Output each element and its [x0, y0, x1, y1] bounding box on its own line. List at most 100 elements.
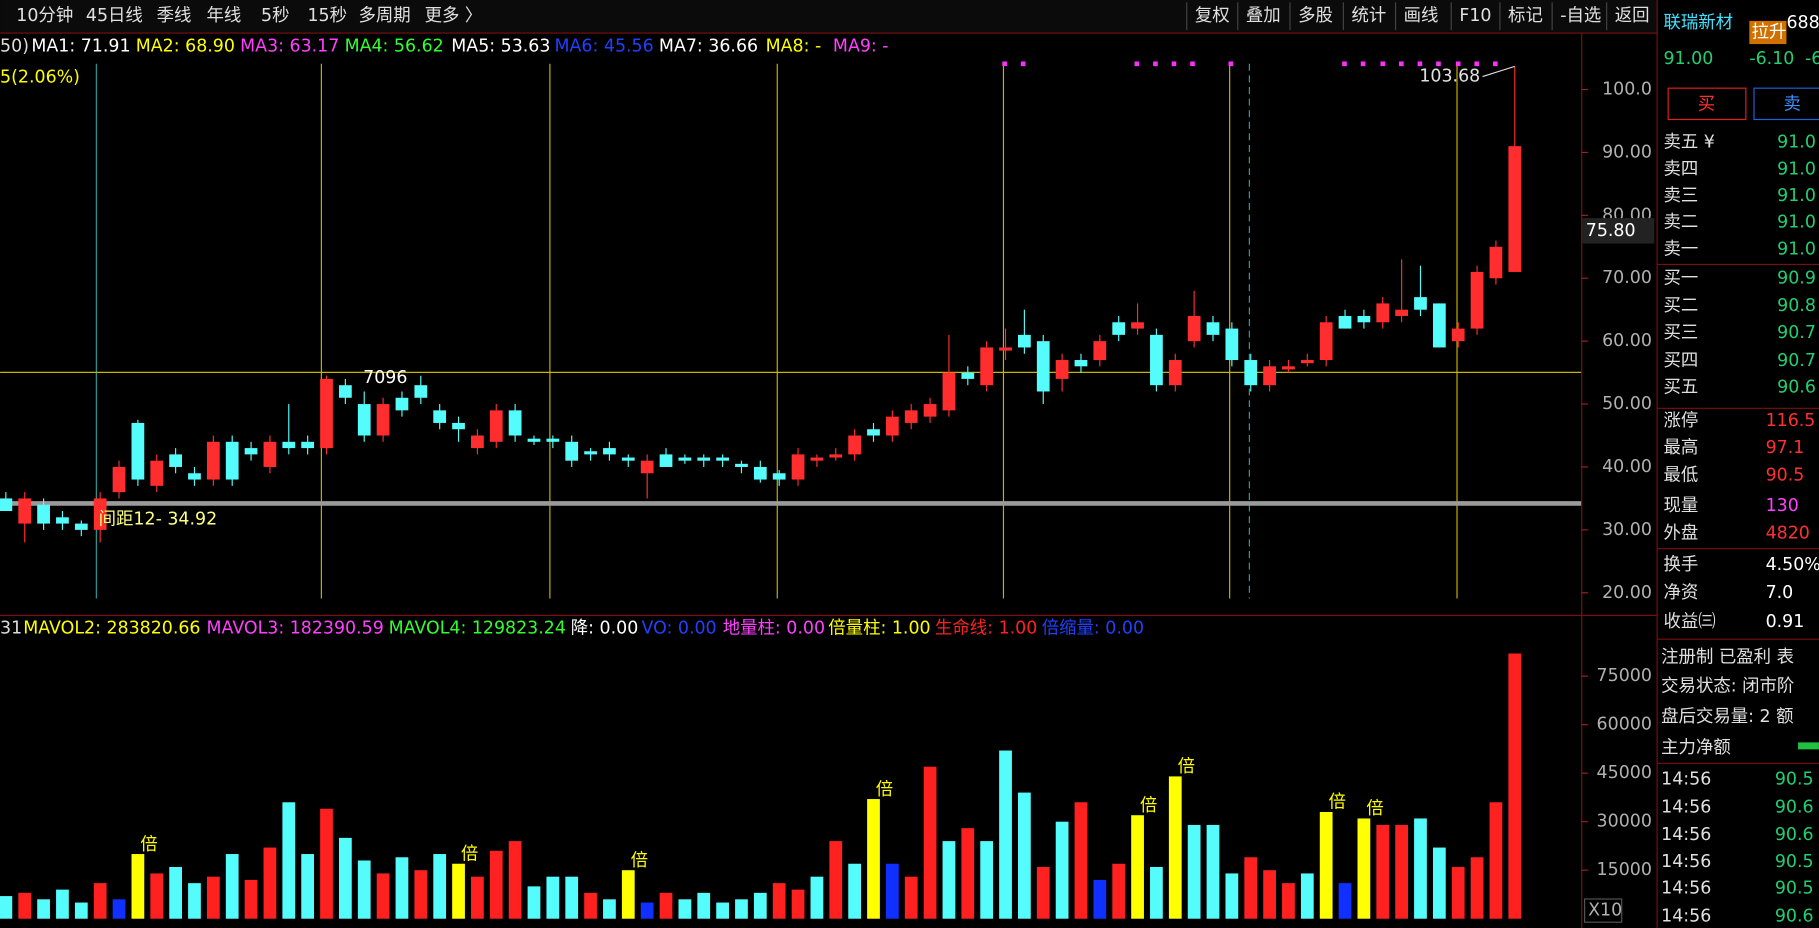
info-line: 交易状态: 闭市阶 [1661, 677, 1794, 697]
volume-bar [923, 766, 937, 919]
candle-body [1376, 303, 1390, 323]
volume-bar [489, 850, 503, 919]
candle-body [1036, 341, 1050, 392]
tick-time: 14:56 [1661, 879, 1711, 899]
volume-bar [282, 802, 296, 919]
volume-bar [1300, 873, 1314, 919]
candle-body [1263, 366, 1276, 386]
candle-body [829, 454, 843, 458]
volume-bar [1131, 815, 1144, 919]
y-tick-label: 50.00 [1602, 394, 1652, 414]
toolbar-button[interactable]: 画线 [1404, 6, 1439, 26]
book-price: 90.6 [1777, 377, 1816, 397]
stat-label: 现量 [1664, 496, 1699, 516]
candle-body [489, 410, 503, 442]
volume-bar [471, 876, 484, 919]
volume-bar [56, 889, 69, 919]
volume-bar [18, 892, 32, 919]
stock-code: 688 [1786, 13, 1819, 33]
volume-bar [1282, 883, 1295, 919]
volume-bar [961, 828, 975, 919]
candle-body [923, 404, 937, 417]
ma-legend: MA1: 71.91 [31, 36, 130, 56]
volume-bar [188, 883, 201, 919]
cursor-price: 75.80 [1586, 221, 1636, 241]
sell-button[interactable] [1753, 87, 1819, 121]
info-line: 盘后交易量: 2 额 [1661, 707, 1793, 727]
toolbar-item[interactable]: 季线 [157, 6, 192, 26]
toolbar-item[interactable]: 5秒 [261, 6, 289, 26]
volume-bar [527, 886, 541, 919]
toolbar-button[interactable]: 复权 [1195, 6, 1230, 26]
y-tick-label: 100.0 [1602, 80, 1652, 100]
toolbar-button[interactable]: F10 [1459, 6, 1491, 26]
candle-body [0, 498, 13, 512]
volume-bar [452, 863, 465, 919]
volume-bar [640, 902, 654, 919]
toolbar-button[interactable]: 标记 [1508, 6, 1543, 26]
book-price: 91.0 [1777, 239, 1816, 259]
candle-body [1414, 297, 1427, 310]
toolbar-button[interactable]: -自选 [1560, 6, 1601, 26]
buy-button[interactable] [1667, 87, 1747, 121]
flow-bar [1798, 742, 1819, 750]
ma-legend: MA4: 56.62 [345, 36, 444, 56]
candle-body [452, 422, 465, 430]
candle-body [1489, 246, 1503, 279]
volume-bar [414, 870, 428, 919]
y-tick-label: 60000 [1597, 715, 1652, 735]
book-label: 买五 [1664, 377, 1699, 397]
toolbar-item[interactable]: 更多 〉 [425, 6, 483, 26]
volume-bar [131, 854, 145, 919]
volume-bar [885, 863, 899, 919]
candle-body [1470, 271, 1484, 329]
volume-bar [150, 873, 164, 919]
toolbar-item[interactable]: 10分钟 [16, 6, 73, 26]
stock-tag: 拉升 [1752, 22, 1787, 42]
candle-body [1225, 328, 1239, 361]
volume-bar [791, 889, 805, 919]
toolbar-button[interactable]: 叠加 [1246, 6, 1281, 26]
book-label: 买一 [1664, 268, 1699, 288]
tick-price: 90.5 [1775, 770, 1814, 790]
volume-bar [772, 883, 786, 919]
candle-body [433, 410, 447, 423]
candle-body [621, 457, 635, 461]
tick-time: 14:56 [1661, 770, 1711, 790]
candle-body [320, 378, 333, 449]
volume-bar [225, 854, 239, 919]
toolbar-button[interactable]: 返回 [1615, 6, 1650, 26]
book-label: 卖四 [1664, 159, 1699, 179]
vol-legend: VO: 0.00 [642, 619, 717, 639]
sell-label[interactable]: 卖 [1784, 94, 1801, 114]
toolbar-button[interactable]: 统计 [1351, 6, 1386, 26]
candle-body [1093, 341, 1107, 361]
buy-label[interactable]: 买 [1698, 94, 1715, 114]
tick-time: 14:56 [1661, 797, 1711, 817]
scale-label: X10 [1588, 901, 1622, 921]
scale-box [1584, 898, 1623, 923]
ma-legend: MA5: 53.63 [451, 36, 550, 56]
volume-marker: 倍 [140, 835, 157, 855]
vol-legend: MAVOL3: 182390.59 [207, 619, 384, 639]
volume-bar [753, 892, 767, 919]
volume-bar [357, 860, 371, 919]
stat-label: 净资 [1664, 583, 1699, 603]
volume-bar [1018, 792, 1031, 919]
annotation: 间距12- 34.92 [99, 510, 218, 530]
candle-body [93, 498, 107, 530]
volume-marker: 倍 [461, 844, 478, 864]
toolbar-item[interactable]: 年线 [207, 6, 242, 26]
toolbar-button[interactable]: 多股 [1298, 6, 1333, 26]
volume-marker: 倍 [1328, 793, 1345, 813]
volume-bar [584, 892, 597, 919]
toolbar-item[interactable]: 45日线 [86, 6, 143, 26]
toolbar-item[interactable]: 多周期 [359, 6, 411, 26]
candle-body [980, 347, 994, 386]
stat-label: 涨停 [1664, 411, 1699, 431]
vol-legend: 倍缩量: 0.00 [1042, 619, 1144, 639]
candle-body [225, 441, 239, 480]
toolbar-item[interactable]: 15秒 [307, 6, 347, 26]
candle-body [961, 372, 975, 379]
volume-bar [1150, 866, 1163, 919]
